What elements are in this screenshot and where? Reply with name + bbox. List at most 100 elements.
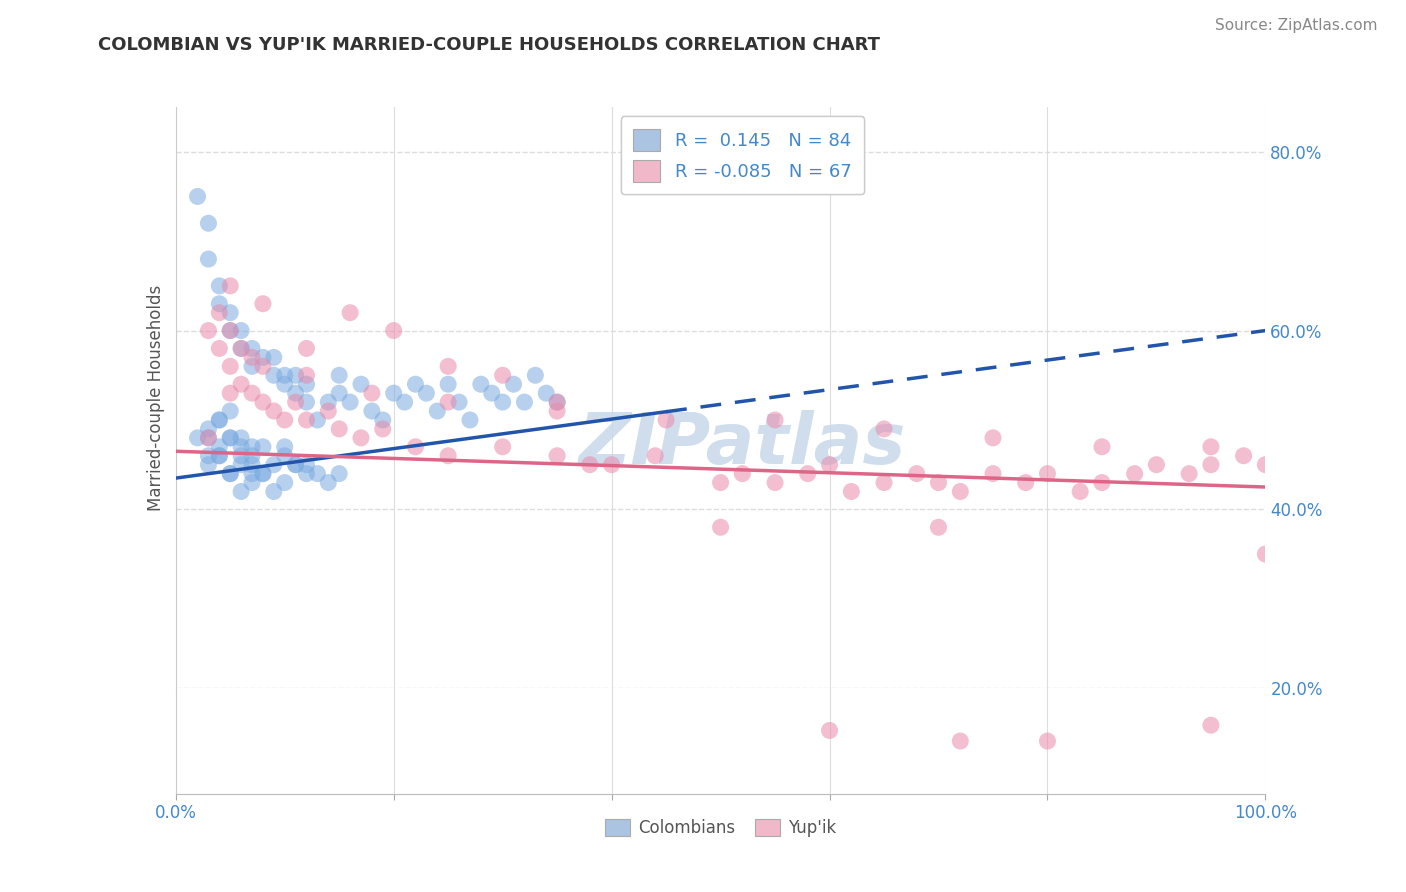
Point: [186, 189, 209, 203]
Point: [240, 467, 263, 481]
Point: [546, 395, 568, 409]
Point: [905, 467, 928, 481]
Point: [513, 395, 536, 409]
Point: [307, 467, 329, 481]
Point: [295, 458, 318, 472]
Point: [197, 458, 219, 472]
Point: [328, 422, 350, 436]
Point: [231, 458, 253, 472]
Point: [644, 449, 666, 463]
Point: [818, 723, 841, 738]
Point: [524, 368, 547, 383]
Point: [492, 368, 515, 383]
Point: [197, 431, 219, 445]
Y-axis label: Married-couple Households: Married-couple Households: [146, 285, 165, 511]
Point: [231, 484, 253, 499]
Point: [240, 449, 263, 463]
Point: [873, 422, 896, 436]
Point: [208, 440, 231, 454]
Point: [579, 458, 602, 472]
Point: [437, 377, 460, 392]
Point: [797, 467, 820, 481]
Point: [394, 395, 416, 409]
Point: [197, 422, 219, 436]
Point: [274, 449, 297, 463]
Point: [284, 395, 307, 409]
Point: [284, 458, 307, 472]
Point: [295, 377, 318, 392]
Point: [295, 368, 318, 383]
Point: [252, 440, 274, 454]
Point: [1199, 718, 1222, 732]
Point: [197, 324, 219, 338]
Point: [600, 458, 623, 472]
Point: [981, 431, 1004, 445]
Point: [252, 467, 274, 481]
Point: [186, 431, 209, 445]
Point: [492, 395, 515, 409]
Point: [231, 449, 253, 463]
Point: [1254, 458, 1277, 472]
Point: [928, 520, 950, 534]
Point: [219, 324, 242, 338]
Point: [219, 386, 242, 401]
Point: [350, 377, 373, 392]
Point: [252, 395, 274, 409]
Point: [546, 404, 568, 418]
Point: [219, 306, 242, 320]
Point: [1178, 467, 1201, 481]
Point: [437, 449, 460, 463]
Point: [274, 377, 297, 392]
Point: [240, 351, 263, 365]
Point: [219, 324, 242, 338]
Point: [263, 351, 285, 365]
Point: [197, 252, 219, 266]
Point: [361, 404, 384, 418]
Point: [981, 467, 1004, 481]
Point: [371, 413, 394, 427]
Point: [655, 413, 678, 427]
Text: Source: ZipAtlas.com: Source: ZipAtlas.com: [1215, 18, 1378, 33]
Point: [328, 386, 350, 401]
Point: [928, 475, 950, 490]
Point: [208, 306, 231, 320]
Point: [295, 395, 318, 409]
Text: ZIPatlas: ZIPatlas: [579, 409, 905, 479]
Point: [949, 484, 972, 499]
Point: [263, 458, 285, 472]
Point: [1146, 458, 1168, 472]
Point: [263, 484, 285, 499]
Point: [437, 395, 460, 409]
Point: [763, 413, 786, 427]
Point: [252, 297, 274, 311]
Point: [274, 440, 297, 454]
Point: [208, 413, 231, 427]
Point: [240, 386, 263, 401]
Point: [1123, 467, 1146, 481]
Point: [1254, 547, 1277, 561]
Point: [1233, 449, 1256, 463]
Point: [208, 449, 231, 463]
Point: [318, 475, 340, 490]
Point: [231, 342, 253, 356]
Point: [1015, 475, 1038, 490]
Point: [219, 431, 242, 445]
Point: [405, 377, 427, 392]
Point: [339, 395, 361, 409]
Point: [208, 278, 231, 293]
Point: [458, 413, 481, 427]
Point: [219, 467, 242, 481]
Point: [481, 386, 503, 401]
Point: [219, 278, 242, 293]
Point: [231, 440, 253, 454]
Point: [710, 475, 733, 490]
Point: [405, 440, 427, 454]
Point: [470, 377, 492, 392]
Point: [197, 449, 219, 463]
Point: [382, 324, 405, 338]
Point: [873, 475, 896, 490]
Point: [763, 475, 786, 490]
Point: [208, 297, 231, 311]
Point: [328, 368, 350, 383]
Point: [339, 306, 361, 320]
